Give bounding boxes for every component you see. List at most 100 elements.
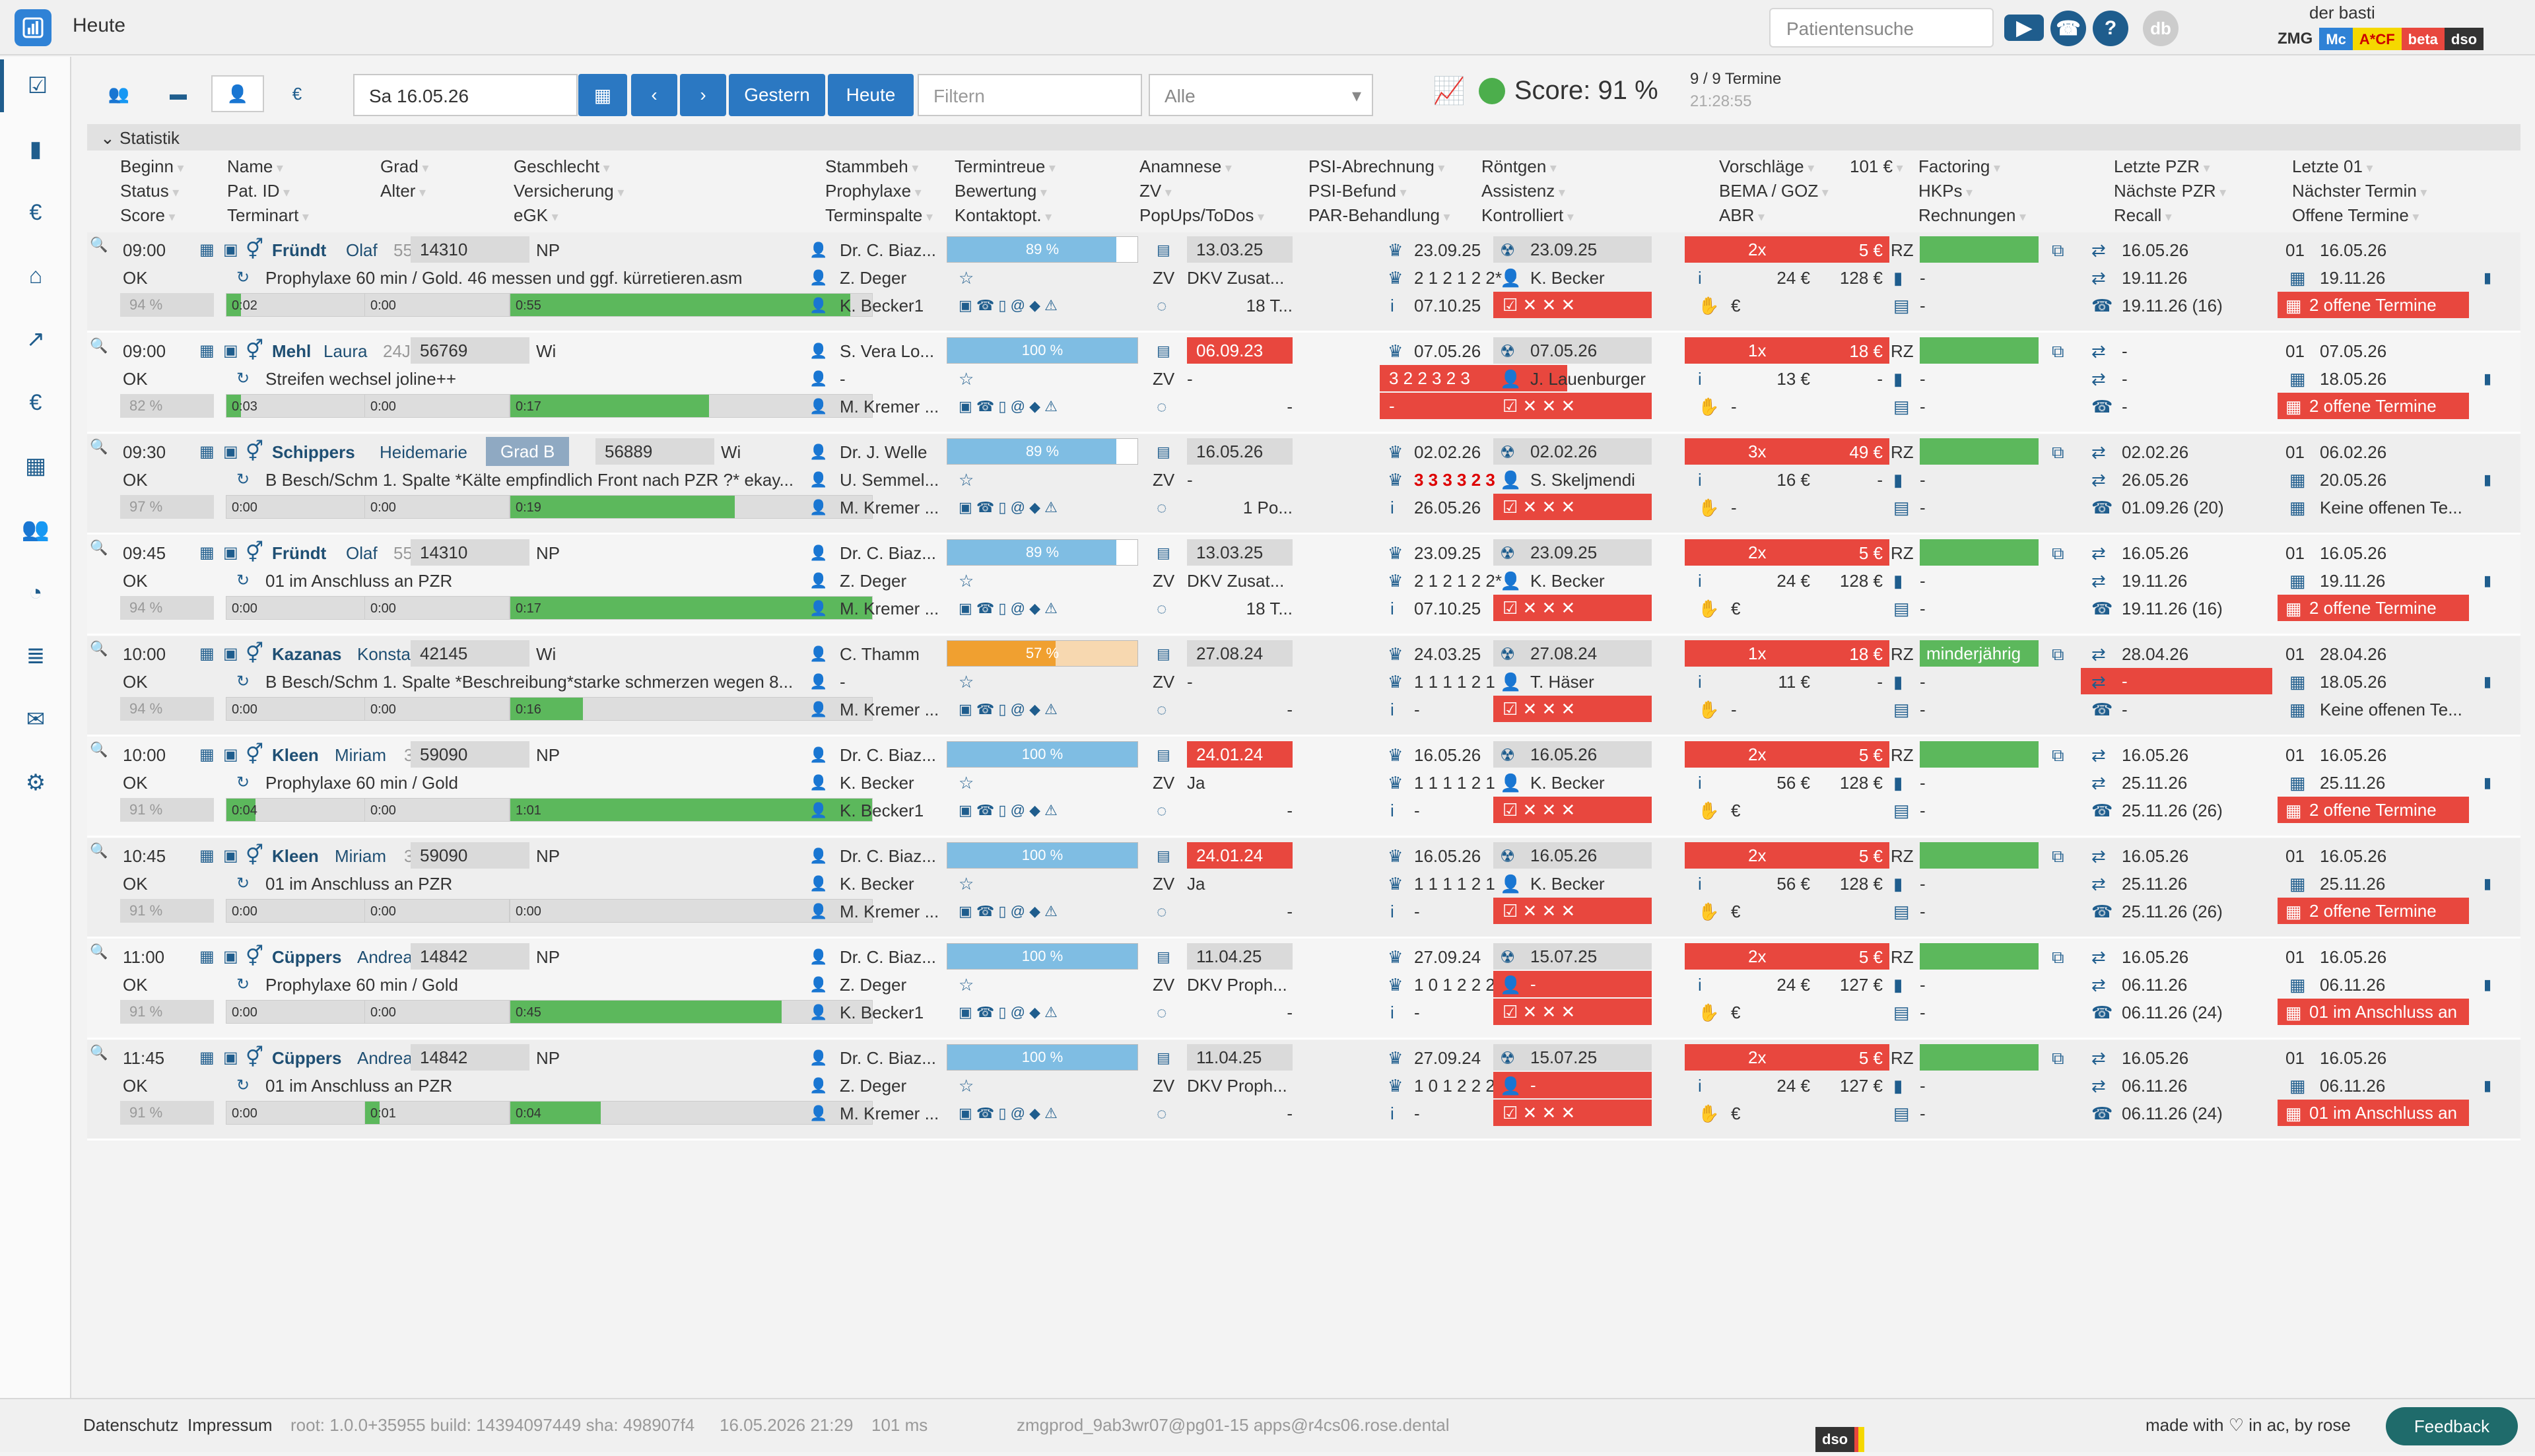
header-label[interactable]: Kontaktopt. [955, 203, 1056, 228]
header-label[interactable]: PopUps/ToDos [1139, 203, 1264, 228]
header-col[interactable]: Letzte 01Nächster TerminOffene Termine [2292, 154, 2427, 228]
qr-icon[interactable]: ▦ [199, 544, 215, 562]
bookmark-icon[interactable]: ▮ [2484, 269, 2492, 286]
comment-icon[interactable]: ◌ [1157, 599, 1167, 618]
patient-first-name[interactable]: Andreas [357, 1048, 421, 1068]
sidebar-item-home[interactable]: ⌂ [28, 263, 43, 288]
header-label[interactable]: Rechnungen [1918, 203, 2026, 228]
star-icon[interactable]: ☆ [959, 773, 974, 793]
header-col[interactable]: StammbehProphylaxeTerminspalte [825, 154, 933, 228]
patient-name[interactable]: Kazanas [272, 644, 342, 664]
external-link-icon[interactable]: ⧉ [2052, 745, 2064, 765]
star-icon[interactable]: ☆ [959, 470, 974, 490]
header-label[interactable]: Status [120, 179, 184, 203]
comment-icon[interactable]: ◌ [1157, 902, 1167, 921]
external-link-icon[interactable]: ⧉ [2052, 240, 2064, 260]
help-icon[interactable]: ? [2093, 11, 2128, 46]
contact-icons[interactable]: ▣ ☎ ▯ @ ◆ ⚠ [959, 398, 1058, 414]
header-label[interactable]: Alter [380, 179, 428, 203]
comment-icon[interactable]: ◌ [1157, 397, 1167, 416]
sidebar-item-team[interactable]: 👥 [21, 517, 50, 542]
comment-icon[interactable]: ◌ [1157, 498, 1167, 517]
header-label[interactable]: PSI-Abrechnung [1308, 154, 1450, 179]
qr-icon[interactable]: ▦ [199, 746, 215, 764]
header-label[interactable]: Geschlecht [514, 154, 624, 179]
magnifier-icon[interactable]: 🔍 [90, 943, 108, 960]
filter-select[interactable]: Alle ▾ [1149, 74, 1373, 116]
header-col[interactable]: PSI-AbrechnungPSI-BefundPAR-Behandlung [1308, 154, 1450, 228]
external-link-icon[interactable]: ⧉ [2052, 442, 2064, 462]
patient-first-name[interactable]: Andreas [357, 947, 421, 967]
header-col[interactable]: AnamneseZVPopUps/ToDos [1139, 154, 1264, 228]
patient-first-name[interactable]: Miriam [335, 745, 386, 765]
comment-icon[interactable]: ◌ [1157, 700, 1167, 719]
sidebar-item-settings[interactable]: ⚙ [25, 770, 46, 795]
header-label[interactable]: ABR [1719, 203, 1829, 228]
qr-icon[interactable]: ▦ [199, 847, 215, 865]
id-card-icon[interactable]: ▣ [223, 443, 238, 461]
header-col[interactable]: FactoringHKPsRechnungen [1918, 154, 2026, 228]
id-card-icon[interactable]: ▣ [223, 544, 238, 562]
header-label[interactable]: Anamnese [1139, 154, 1264, 179]
bookmark-icon[interactable]: ▮ [2484, 875, 2492, 892]
patient-name[interactable]: Cüppers [272, 1048, 342, 1068]
header-label[interactable]: Letzte PZR [2114, 154, 2226, 179]
next-day-button[interactable]: › [680, 74, 726, 116]
external-link-icon[interactable]: ⧉ [2052, 846, 2064, 866]
support-icon[interactable]: ☎ [2050, 11, 2086, 46]
contact-icons[interactable]: ▣ ☎ ▯ @ ◆ ⚠ [959, 600, 1058, 616]
header-label[interactable]: Beginn [120, 154, 184, 179]
contact-icons[interactable]: ▣ ☎ ▯ @ ◆ ⚠ [959, 903, 1058, 919]
patient-search-input[interactable]: Patientensuche [1769, 8, 1994, 48]
patient-name[interactable]: Mehl [272, 341, 312, 361]
table-row[interactable]: 🔍 09:00 OK 94 % ▦ ▣ ⚥ Fründt Olaf 55J 14310 NP ↻ Prop… [87, 232, 2520, 333]
header-label[interactable]: Pat. ID [227, 179, 309, 203]
star-icon[interactable]: ☆ [959, 1076, 974, 1096]
id-card-icon[interactable]: ▣ [223, 645, 238, 663]
patient-first-name[interactable]: Laura [323, 341, 368, 361]
contact-icons[interactable]: ▣ ☎ ▯ @ ◆ ⚠ [959, 1004, 1058, 1020]
external-link-icon[interactable]: ⧉ [2052, 341, 2064, 361]
tab-team-view[interactable]: 👥 [108, 83, 130, 104]
today-button[interactable]: Heute [828, 74, 914, 116]
anamnese-date[interactable]: 13.03.25 [1187, 539, 1293, 566]
header-label[interactable]: Assistenz [1481, 179, 1574, 203]
anamnese-date[interactable]: 24.01.24 [1187, 842, 1293, 869]
header-label[interactable]: Factoring [1918, 154, 2026, 179]
header-label[interactable]: BEMA / GOZ [1719, 179, 1829, 203]
qr-icon[interactable]: ▦ [199, 443, 215, 461]
magnifier-icon[interactable]: 🔍 [90, 337, 108, 354]
header-col[interactable]: RöntgenAssistenzKontrolliert [1481, 154, 1574, 228]
header-label[interactable]: Kontrolliert [1481, 203, 1574, 228]
patient-name[interactable]: Kleen [272, 846, 319, 866]
header-label[interactable]: ZV [1139, 179, 1264, 203]
header-col[interactable]: NamePat. IDTerminart [227, 154, 309, 228]
tab-patient-view[interactable]: 👤 [211, 75, 264, 112]
qr-icon[interactable]: ▦ [199, 342, 215, 360]
star-icon[interactable]: ☆ [959, 975, 974, 995]
sidebar-item-finance[interactable]: € [29, 389, 42, 415]
id-card-icon[interactable]: ▣ [223, 847, 238, 865]
external-link-icon[interactable]: ⧉ [2052, 644, 2064, 664]
anamnese-date[interactable]: 24.01.24 [1187, 741, 1293, 768]
table-row[interactable]: 🔍 09:00 OK 82 % ▦ ▣ ⚥ Mehl Laura 24J 56769 Wi ↻ Strei… [87, 333, 2520, 434]
open-appointments[interactable]: 2 offene Termine [2278, 797, 2469, 823]
comment-icon[interactable]: ◌ [1157, 1003, 1167, 1022]
bookmark-icon[interactable]: ▮ [2484, 370, 2492, 387]
contact-icons[interactable]: ▣ ☎ ▯ @ ◆ ⚠ [959, 297, 1058, 314]
magnifier-icon[interactable]: 🔍 [90, 640, 108, 657]
header-label[interactable]: 101 € [1850, 154, 1903, 179]
open-appointments[interactable]: 01 im Anschluss an [2278, 1100, 2469, 1126]
contact-icons[interactable]: ▣ ☎ ▯ @ ◆ ⚠ [959, 802, 1058, 818]
patient-name[interactable]: Fründt [272, 240, 327, 260]
header-col[interactable]: GeschlechtVersicherungeGK [514, 154, 624, 228]
header-label[interactable]: Röntgen [1481, 154, 1574, 179]
id-card-icon[interactable]: ▣ [223, 342, 238, 360]
id-card-icon[interactable]: ▣ [223, 241, 238, 259]
prev-day-button[interactable]: ‹ [631, 74, 677, 116]
header-col[interactable]: Letzte PZRNächste PZRRecall [2114, 154, 2226, 228]
header-label[interactable]: Grad [380, 154, 428, 179]
header-label[interactable]: Termintreue [955, 154, 1056, 179]
